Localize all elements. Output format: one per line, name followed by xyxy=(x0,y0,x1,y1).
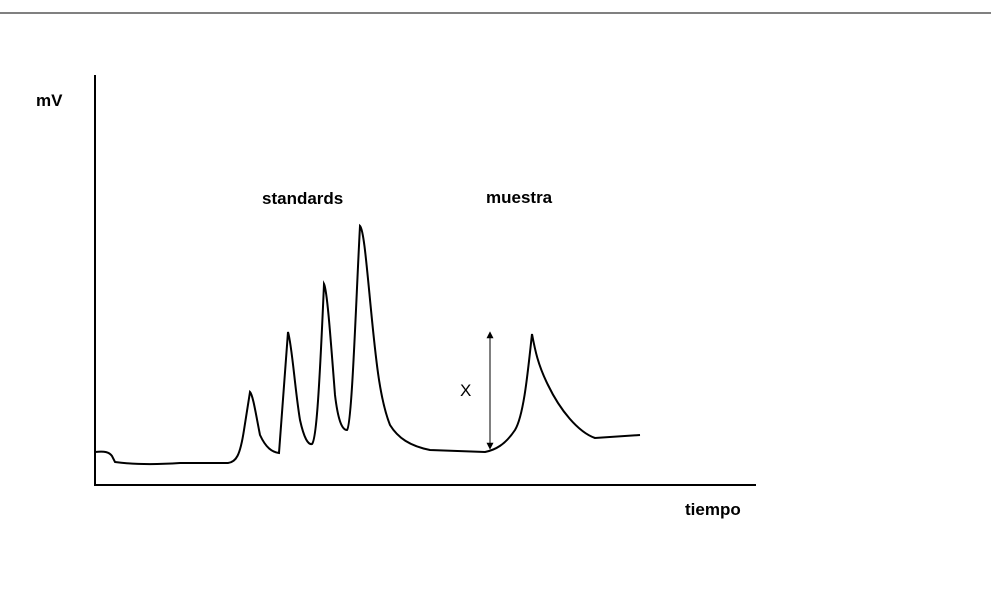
standards-label: standards xyxy=(262,189,343,208)
chromatogram-trace xyxy=(94,223,641,466)
height-label: X xyxy=(460,381,471,400)
y-axis-label: mV xyxy=(36,91,63,110)
x-axis-label: tiempo xyxy=(685,500,741,519)
sample-label: muestra xyxy=(486,188,553,207)
